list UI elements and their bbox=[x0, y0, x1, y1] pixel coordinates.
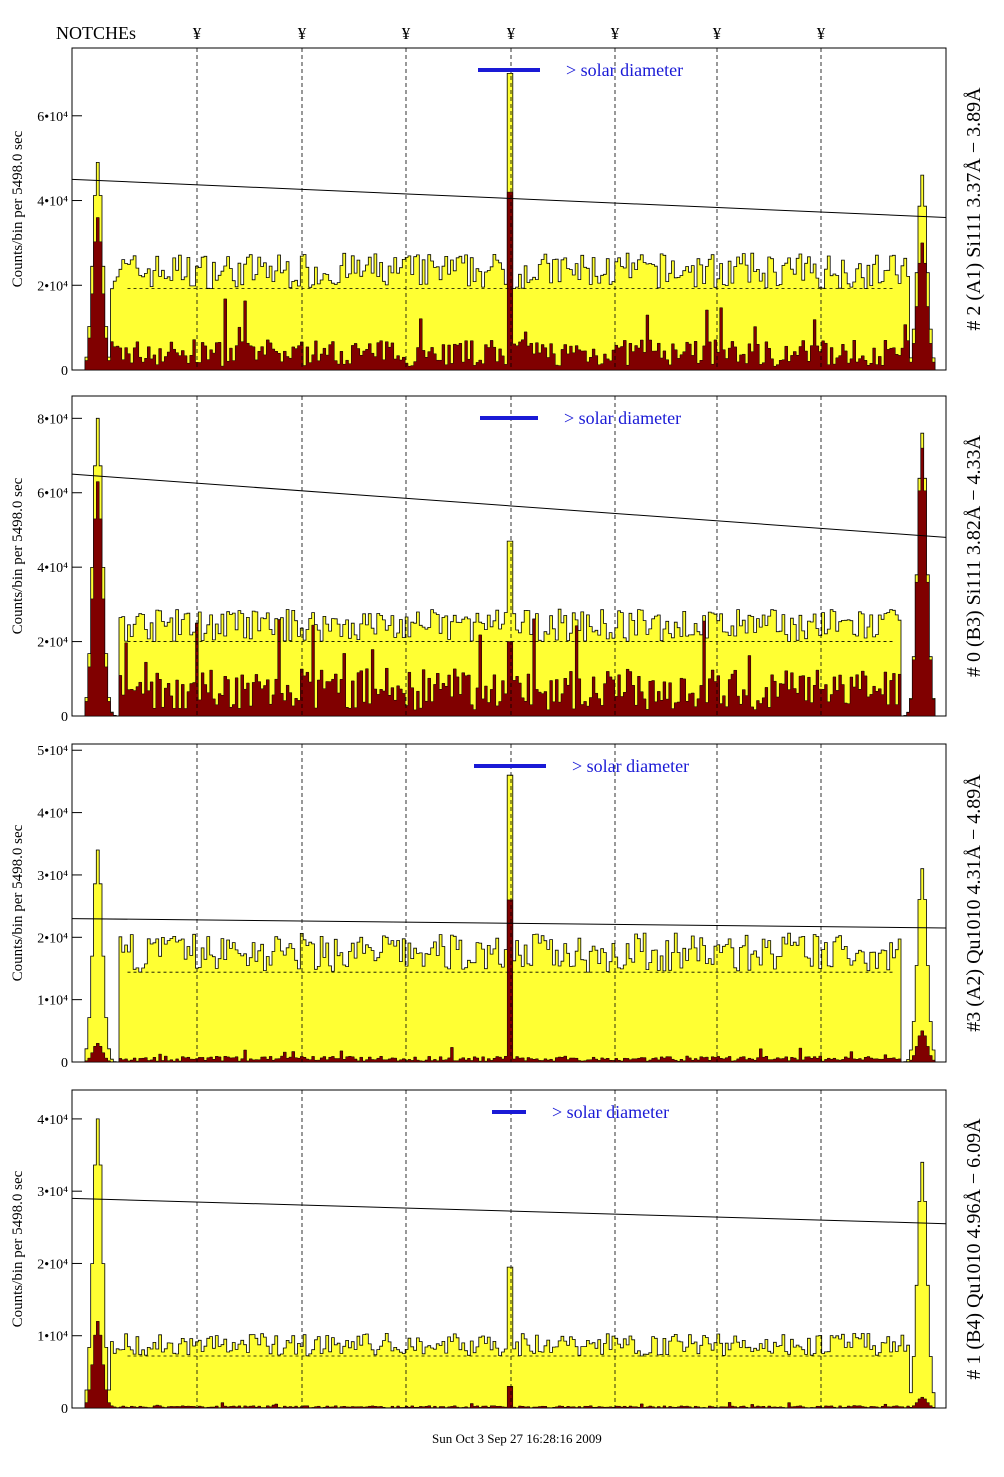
solar-diameter-bar bbox=[474, 764, 546, 768]
ytick-label: 2•10⁴ bbox=[37, 636, 68, 651]
spectrum-panels: 0 2•10⁴ 4•10⁴ 6•10⁴ Counts/bin per 5498.0 se… bbox=[10, 47, 985, 1417]
ytick-label: 2•10⁴ bbox=[37, 931, 68, 946]
panel-2: 0 2•10⁴ 4•10⁴ 6•10⁴ 8•10⁴ Counts/bin per 5498… bbox=[10, 395, 985, 725]
notch-marker-7: ¥ bbox=[817, 24, 826, 43]
panel-1: 0 2•10⁴ 4•10⁴ 6•10⁴ Counts/bin per 5498.0 se… bbox=[10, 47, 985, 379]
series-total-area bbox=[84, 1118, 936, 1409]
ytick-label: 0 bbox=[61, 710, 68, 725]
ytick-label: 4•10⁴ bbox=[37, 561, 68, 576]
ytick-label: 4•10⁴ bbox=[37, 1113, 68, 1128]
notches-label: NOTCHEs bbox=[56, 23, 136, 43]
notch-marker-6: ¥ bbox=[713, 24, 722, 43]
notch-marker-1: ¥ bbox=[193, 24, 202, 43]
panel-3: 0 1•10⁴ 2•10⁴ 3•10⁴ 4•10⁴ 5•10⁴ Counts/bin per… bbox=[10, 743, 985, 1071]
ytick-label: 4•10⁴ bbox=[37, 807, 68, 822]
series-overlay-area bbox=[84, 899, 936, 1063]
ytick-label: 2•10⁴ bbox=[37, 279, 68, 294]
notch-marker-3: ¥ bbox=[402, 24, 411, 43]
solar-diameter-bar bbox=[480, 416, 538, 420]
notch-marker-2: ¥ bbox=[298, 24, 307, 43]
y-axis-label: Counts/bin per 5498.0 sec bbox=[10, 477, 26, 634]
trend-line bbox=[71, 178, 947, 218]
series-overlay-area bbox=[84, 191, 936, 371]
trend-line bbox=[71, 1197, 947, 1225]
footer-timestamp: Sun Oct 3 Sep 27 16:28:16 2009 bbox=[432, 1431, 602, 1446]
ytick-label: 0 bbox=[61, 1056, 68, 1071]
ytick-label: 0 bbox=[61, 364, 68, 379]
notch-markers: ¥ ¥ ¥ ¥ ¥ ¥ ¥ bbox=[193, 24, 826, 43]
solar-diameter-label: > solar diameter bbox=[564, 408, 681, 428]
ytick-label: 1•10⁴ bbox=[37, 1330, 68, 1345]
solar-diameter-bar bbox=[478, 68, 540, 72]
panel-right-label: # 0 (B3) Si111 3.82Å − 4.33Å bbox=[963, 434, 985, 677]
ytick-label: 3•10⁴ bbox=[37, 869, 68, 884]
ytick-label: 4•10⁴ bbox=[37, 195, 68, 210]
ytick-label: 0 bbox=[61, 1402, 68, 1417]
ytick-label: 5•10⁴ bbox=[37, 744, 68, 759]
ytick-label: 6•10⁴ bbox=[37, 487, 68, 502]
y-axis-label: Counts/bin per 5498.0 sec bbox=[10, 824, 26, 981]
ytick-label: 2•10⁴ bbox=[37, 1257, 68, 1272]
solar-diameter-label: > solar diameter bbox=[566, 60, 683, 80]
panel-right-label: # 2 (A1) Si111 3.37Å − 3.89Å bbox=[963, 87, 985, 331]
trend-line bbox=[71, 918, 947, 929]
solar-diameter-bar bbox=[492, 1110, 526, 1114]
panel-right-label: #3 (A2) Qu1010 4.31Å − 4.89Å bbox=[963, 774, 985, 1032]
ytick-label: 8•10⁴ bbox=[37, 412, 68, 427]
series-overlay-area bbox=[84, 1321, 936, 1409]
solar-diameter-label: > solar diameter bbox=[572, 756, 689, 776]
trend-line bbox=[71, 473, 947, 538]
ytick-label: 3•10⁴ bbox=[37, 1185, 68, 1200]
panel-right-label: # 1 (B4) Qu1010 4.96Å − 6.09Å bbox=[963, 1118, 985, 1380]
y-axis-label: Counts/bin per 5498.0 sec bbox=[10, 1170, 26, 1327]
panel-4: 0 1•10⁴ 2•10⁴ 3•10⁴ 4•10⁴ Counts/bin per 5498… bbox=[10, 1089, 985, 1417]
y-axis-label: Counts/bin per 5498.0 sec bbox=[10, 130, 26, 287]
solar-diameter-label: > solar diameter bbox=[552, 1102, 669, 1122]
notch-marker-5: ¥ bbox=[611, 24, 620, 43]
ytick-label: 1•10⁴ bbox=[37, 994, 68, 1009]
ytick-label: 6•10⁴ bbox=[37, 110, 68, 125]
notch-marker-4: ¥ bbox=[507, 24, 516, 43]
